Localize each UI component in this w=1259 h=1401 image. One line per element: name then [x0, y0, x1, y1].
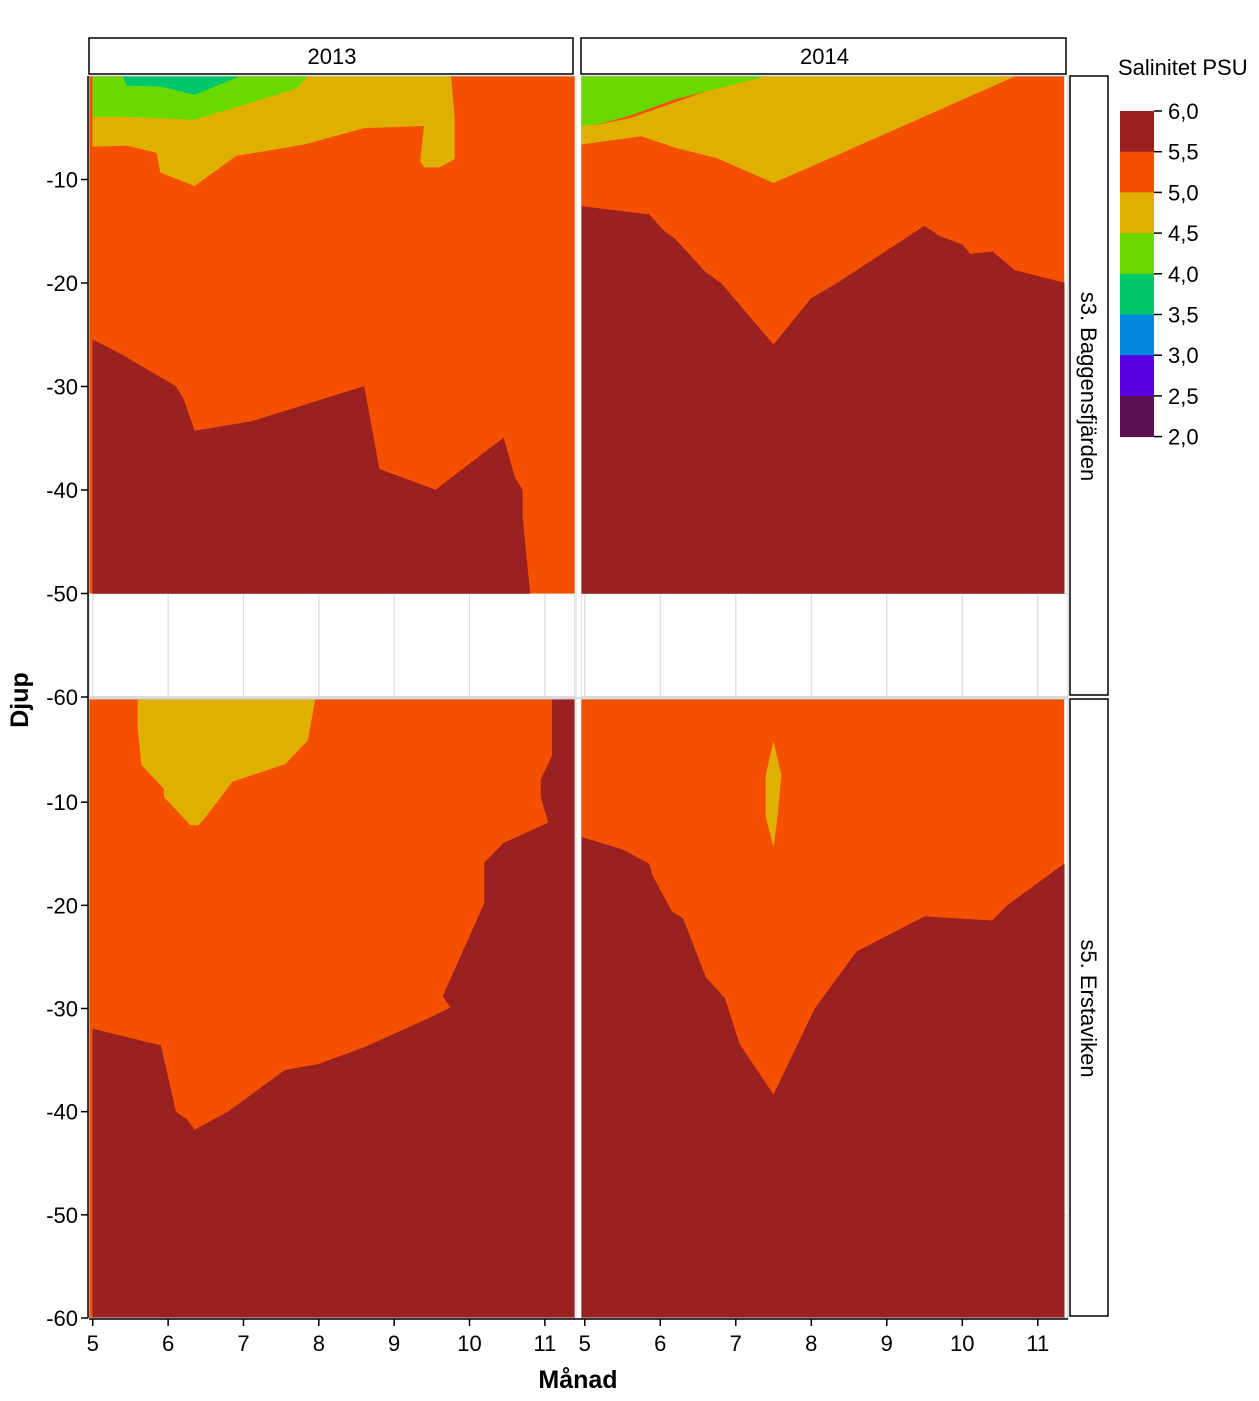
contour-region-5-5-6-0 — [580, 836, 1065, 1319]
axes-layer: -10 -20 -30 -40 -50 -60 -10 -20 -30 -40 -50 -60 5 6 7 8… — [46, 76, 1068, 1356]
legend-label: 4,0 — [1168, 262, 1199, 287]
strip-station-s5-erstaviken: s5. Erstaviken — [1069, 698, 1109, 1317]
y-tick-label: -40 — [46, 478, 78, 503]
x-tick-label: 8 — [805, 1331, 817, 1356]
contour-region-4-5-5-0 — [137, 698, 316, 826]
x-tick-label: 6 — [162, 1331, 174, 1356]
contour-region-4-5-5-0 — [580, 75, 1016, 183]
y-tick-label: -60 — [46, 1306, 78, 1331]
legend: Salinitet PSU 6,0 5,5 5,0 4,5 4,0 3,5 3,0 2,5 2,0 — [1118, 55, 1248, 450]
strip-label-year: 2013 — [308, 44, 357, 69]
y-tick-label: -20 — [46, 271, 78, 296]
legend-swatch — [1120, 233, 1154, 275]
x-tick-label: 10 — [457, 1331, 481, 1356]
panel-gap-horizontal — [89, 697, 1068, 699]
y-tick-label: -40 — [46, 1100, 78, 1125]
x-tick-label: 11 — [533, 1331, 556, 1356]
legend-swatch — [1120, 273, 1154, 315]
strip-year-2014: 2014 — [580, 37, 1067, 75]
legend-label: 5,0 — [1168, 180, 1199, 205]
contour-region-5-5-6-0 — [92, 339, 531, 594]
x-tick-label: 8 — [313, 1331, 325, 1356]
legend-swatch — [1120, 111, 1154, 153]
y-tick-label: -30 — [46, 997, 78, 1022]
panel-2013-s3-baggensfjärden — [88, 75, 576, 698]
legend-swatch — [1120, 395, 1154, 438]
strip-label-station: s5. Erstaviken — [1076, 939, 1101, 1077]
legend-swatch — [1120, 192, 1154, 234]
legend-label: 2,0 — [1168, 425, 1199, 450]
legend-label: 6,0 — [1168, 99, 1199, 124]
legend-label: 3,0 — [1168, 343, 1199, 368]
legend-swatch — [1120, 151, 1154, 193]
panels-layer — [88, 75, 1069, 1319]
x-axis-title: Månad — [538, 1366, 617, 1394]
panel-2014-s5-erstaviken — [580, 698, 1069, 1319]
strip-box — [1069, 75, 1109, 696]
x-tick-label: 5 — [579, 1331, 591, 1356]
y-tick-label: -60 — [46, 685, 78, 710]
legend-title: Salinitet PSU — [1118, 55, 1248, 80]
legend-swatch — [1120, 355, 1154, 397]
y-axis-title: Djup — [6, 672, 34, 728]
legend-label: 5,5 — [1168, 140, 1199, 165]
panel-2013-s5-erstaviken — [88, 698, 576, 1319]
legend-swatch — [1120, 314, 1154, 356]
x-tick-label: 7 — [237, 1331, 249, 1356]
x-tick-label: 10 — [950, 1331, 974, 1356]
y-tick-label: -10 — [46, 168, 78, 193]
legend-label: 3,5 — [1168, 303, 1199, 328]
x-tick-label: 9 — [881, 1331, 893, 1356]
strip-label-year: 2014 — [800, 44, 849, 69]
strip-station-s3-baggensfjärden: s3. Baggensfjärden — [1069, 75, 1109, 696]
y-tick-label: -10 — [46, 790, 78, 815]
strip-box — [88, 37, 574, 75]
y-tick-label: -50 — [46, 1203, 78, 1228]
strip-label-station: s3. Baggensfjärden — [1076, 292, 1101, 482]
contour-region-4-5-5-0 — [765, 742, 782, 846]
strips-layer: 2013 2014 s3. Baggensfjärden s5. Erstaviken — [88, 37, 1109, 1317]
x-tick-label: 9 — [388, 1331, 400, 1356]
strip-year-2013: 2013 — [88, 37, 574, 75]
y-tick-label: -50 — [46, 582, 78, 607]
x-tick-label: 11 — [1026, 1331, 1049, 1356]
legend-label: 4,5 — [1168, 221, 1199, 246]
legend-label: 2,5 — [1168, 384, 1199, 409]
y-tick-label: -20 — [46, 893, 78, 918]
x-tick-label: 5 — [87, 1331, 99, 1356]
x-tick-label: 6 — [654, 1331, 666, 1356]
x-tick-label: 7 — [730, 1331, 742, 1356]
contour-region-5-5-6-0 — [580, 206, 1065, 594]
strip-box — [1069, 698, 1109, 1317]
y-tick-label: -30 — [46, 375, 78, 400]
panel-2014-s3-baggensfjärden — [580, 75, 1069, 698]
strip-box — [580, 37, 1067, 75]
